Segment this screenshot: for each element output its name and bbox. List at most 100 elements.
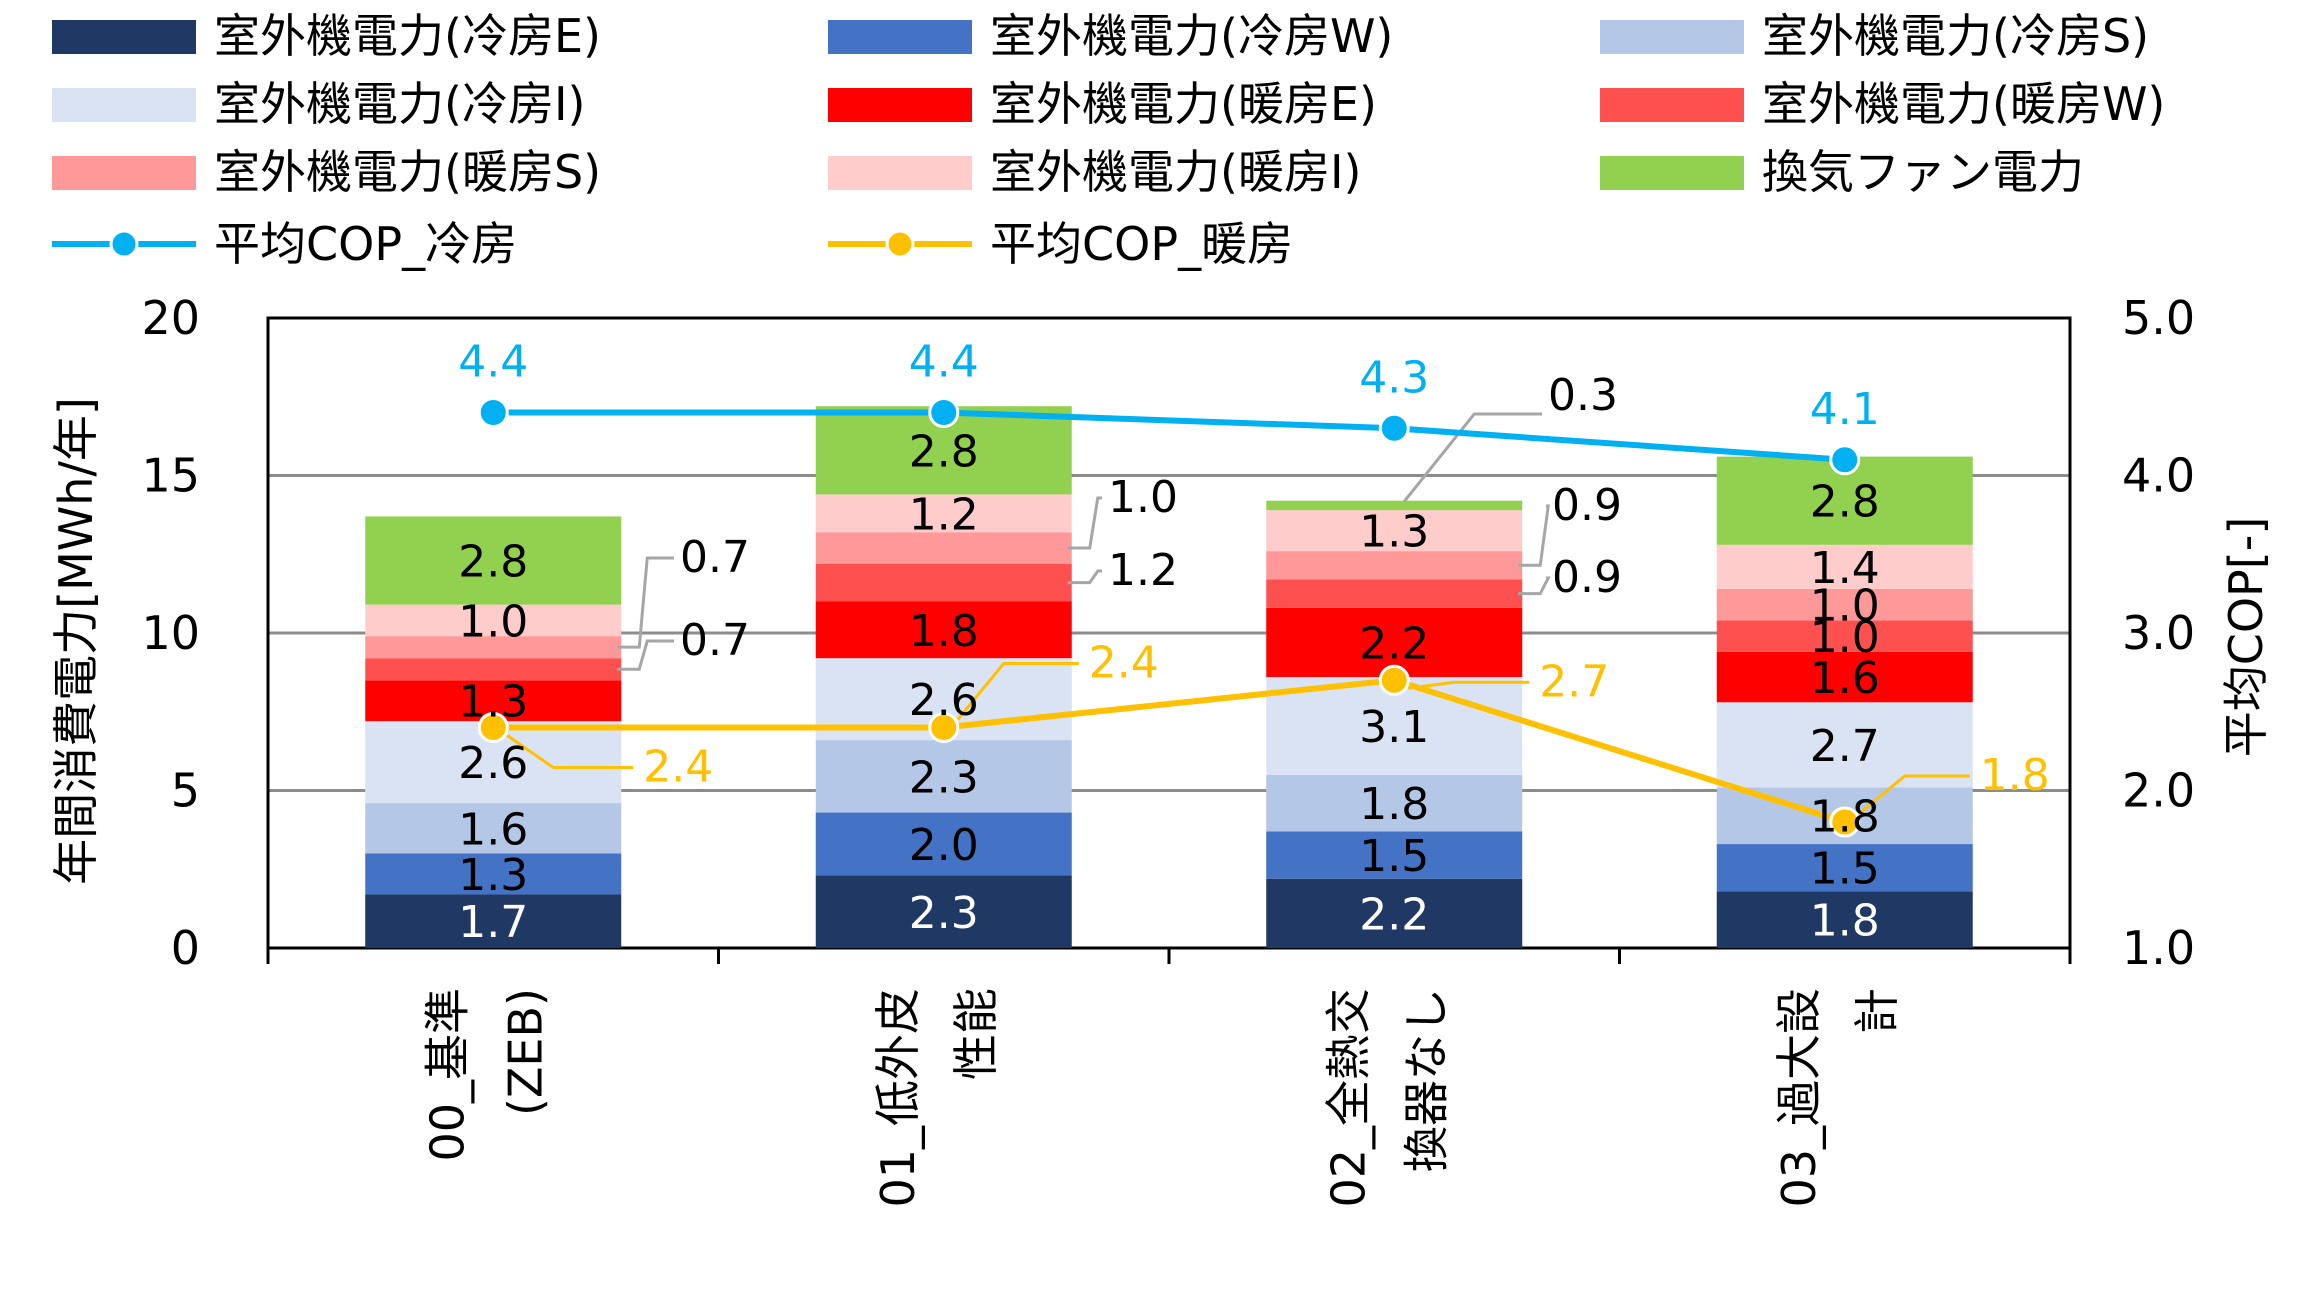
x-category-label: 00_基準 <box>420 988 474 1162</box>
y2-tick-label: 2.0 <box>2122 764 2195 818</box>
data-label: 2.2 <box>1359 618 1429 669</box>
legend-label: 換気ファン電力 <box>1762 145 2084 199</box>
data-label: 2.8 <box>1810 477 1880 528</box>
leader-line <box>956 662 1079 721</box>
data-label: 2.0 <box>909 820 979 871</box>
cop-line <box>493 677 1846 825</box>
legend-swatch <box>828 20 972 54</box>
y-tick-label: 5 <box>171 764 200 818</box>
bar-segment <box>365 636 622 659</box>
data-label: 1.6 <box>1810 653 1880 704</box>
x-category-label: (ZEB) <box>498 988 552 1116</box>
legend-label: 平均COP_暖房 <box>990 217 1293 271</box>
x-category-label: 換器なし <box>1399 988 1453 1172</box>
data-label: 2.6 <box>458 738 528 789</box>
legend-swatch <box>828 88 972 122</box>
data-label: 0.9 <box>1552 552 1622 603</box>
cop-label: 4.3 <box>1359 352 1429 403</box>
bar-segment <box>815 740 1072 813</box>
leader-line <box>1067 496 1102 550</box>
legend-marker <box>109 229 139 259</box>
axes: 0 5 10 15 20 1.0 2.0 3.0 4.0 5.0 年間消費電力[MWh/年] 平均CO… <box>49 291 2273 1208</box>
data-label: 1.0 <box>1108 472 1178 523</box>
bar-segment <box>1266 551 1523 580</box>
legend-swatch <box>52 88 196 122</box>
data-label: 2.6 <box>909 675 979 726</box>
legend-label: 室外機電力(暖房I) <box>990 145 1361 199</box>
data-label: 1.5 <box>1359 831 1429 882</box>
x-category-label: 計 <box>1850 988 1904 1034</box>
leader-line <box>617 639 674 671</box>
bar-segment <box>815 532 1072 564</box>
data-label: 0.9 <box>1552 480 1622 531</box>
y-tick-label: 10 <box>141 606 200 660</box>
x-category-label: 性能 <box>949 988 1003 1080</box>
bar-segment <box>1716 588 1973 621</box>
data-label: 1.2 <box>909 489 979 540</box>
data-label: 1.3 <box>1359 507 1429 558</box>
bar-segment <box>365 604 622 637</box>
y-tick-label: 0 <box>171 921 200 975</box>
data-label: 2.3 <box>909 888 979 939</box>
legend-label: 室外機電力(冷房E) <box>214 9 601 63</box>
data-label: 2.8 <box>458 537 528 588</box>
cop-label: 4.4 <box>909 337 979 388</box>
bar-segment <box>815 563 1072 602</box>
bar-segment <box>365 803 622 854</box>
data-label: 2.7 <box>1810 721 1880 772</box>
legend-swatch <box>1600 156 1744 190</box>
legend-label: 室外機電力(冷房W) <box>990 9 1393 63</box>
data-label: 2.8 <box>909 426 979 477</box>
bar-segment <box>1266 510 1523 552</box>
cop-label: 4.4 <box>458 337 528 388</box>
y-tick-label: 15 <box>141 449 200 503</box>
legend-label: 平均COP_冷房 <box>214 217 517 271</box>
leader-line <box>1403 412 1542 503</box>
cop-label: 2.4 <box>643 742 713 793</box>
cop-marker <box>928 397 960 428</box>
bar-segment <box>365 853 622 895</box>
data-labels: 1.7 2.3 2.2 1.8 1.3 2.0 1.5 1.5 1.6 2.3 1.8 1.8 2.6 2… <box>458 337 2049 949</box>
y2-tick-label: 4.0 <box>2122 449 2195 503</box>
data-label: 1.0 <box>1810 581 1880 632</box>
legend-label: 室外機電力(暖房S) <box>214 145 601 199</box>
bar-segment <box>815 494 1072 533</box>
bar-segment <box>1716 702 1973 788</box>
bar-segment <box>815 875 1072 948</box>
data-label: 1.4 <box>1810 543 1880 594</box>
data-label: 1.0 <box>1810 612 1880 663</box>
data-label: 1.2 <box>1108 545 1178 596</box>
cop-lines <box>477 397 1861 838</box>
data-label: 0.7 <box>680 615 750 666</box>
legend-swatch <box>52 20 196 54</box>
leader-line <box>1857 774 1970 816</box>
bar-segment <box>1266 500 1523 511</box>
bar-segment <box>815 812 1072 876</box>
leader-line <box>617 556 674 649</box>
bar-segment <box>815 601 1072 659</box>
cop-label: 2.4 <box>1089 638 1159 689</box>
legend-swatch <box>1600 88 1744 122</box>
legend-label: 室外機電力(暖房W) <box>1762 77 2165 131</box>
bar-segment <box>1716 620 1973 652</box>
leader-line <box>1518 504 1550 567</box>
data-label: 2.2 <box>1359 889 1429 940</box>
cop-line <box>493 409 1845 463</box>
bar-segment <box>1716 891 1973 948</box>
bar-segment <box>365 894 622 948</box>
cop-marker <box>1829 444 1861 476</box>
cop-label: 1.8 <box>1980 750 2050 801</box>
y2-tick-label: 5.0 <box>2122 291 2195 345</box>
bar-segment <box>1266 774 1523 832</box>
cop-marker <box>1378 664 1410 696</box>
data-label: 1.8 <box>1810 792 1880 843</box>
x-category-label: 02_全熱交 <box>1321 988 1375 1208</box>
bar-segment <box>1716 544 1973 589</box>
x-category-label: 03_過大設 <box>1772 988 1826 1208</box>
data-label: 1.5 <box>1810 844 1880 895</box>
data-label: 1.8 <box>1359 779 1429 830</box>
bars <box>365 406 1973 948</box>
data-label: 0.7 <box>680 532 750 583</box>
y-tick-label: 20 <box>141 291 200 345</box>
